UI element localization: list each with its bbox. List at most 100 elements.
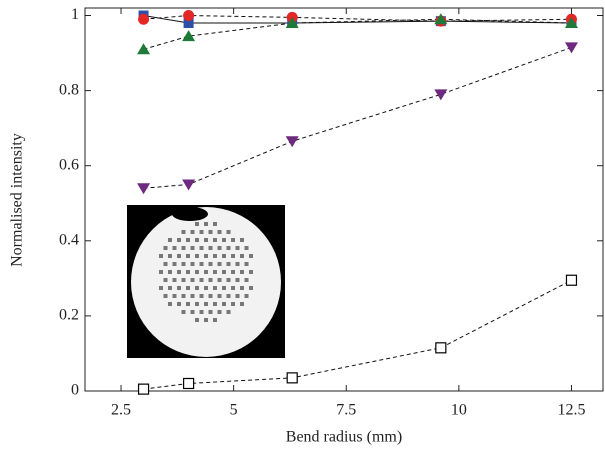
- marker: [183, 377, 195, 390]
- hole: [172, 262, 177, 266]
- series-line: [143, 18, 572, 50]
- hole: [213, 254, 217, 258]
- hole: [222, 270, 226, 274]
- hole: [240, 302, 244, 306]
- hole: [159, 254, 163, 258]
- x-axis-label: Bend radius (mm): [286, 429, 402, 446]
- marker: [434, 89, 448, 101]
- hole: [208, 262, 213, 266]
- hole: [204, 302, 208, 306]
- hole: [177, 254, 181, 258]
- hole: [199, 310, 204, 314]
- hole: [231, 302, 235, 306]
- hole: [190, 262, 195, 266]
- hole: [244, 246, 249, 250]
- marker: [183, 18, 194, 29]
- hole: [235, 294, 240, 298]
- x-tick-label: 12.5: [557, 402, 585, 419]
- marker: [285, 136, 299, 148]
- hole: [177, 270, 181, 274]
- marker: [182, 30, 196, 42]
- hole: [168, 302, 172, 306]
- hole: [222, 302, 226, 306]
- hole: [186, 286, 190, 290]
- y-tick-label: 1: [71, 6, 79, 23]
- hole: [181, 310, 186, 314]
- hole: [208, 294, 213, 298]
- hole: [249, 270, 253, 274]
- hole: [240, 254, 244, 258]
- marker: [565, 274, 578, 286]
- hole: [208, 230, 213, 234]
- marker: [286, 372, 298, 384]
- hole: [240, 286, 244, 290]
- hole: [226, 262, 231, 266]
- hole: [181, 230, 186, 234]
- marker: [434, 13, 448, 25]
- hole: [159, 270, 163, 274]
- hole: [208, 310, 213, 314]
- hole: [190, 246, 195, 250]
- hole: [235, 262, 240, 266]
- hole: [240, 270, 244, 274]
- hole: [249, 286, 253, 290]
- hole: [222, 254, 226, 258]
- hole: [195, 222, 199, 226]
- hole: [217, 262, 222, 266]
- inset-image: [127, 205, 285, 358]
- hole: [186, 254, 190, 258]
- x-tick-label: 5: [230, 402, 238, 419]
- marker: [435, 342, 447, 354]
- hole: [222, 286, 226, 290]
- y-tick-label: 0.8: [59, 81, 79, 98]
- hole: [217, 310, 222, 314]
- hole: [244, 262, 249, 266]
- y-tick-label: 0.6: [59, 156, 79, 173]
- marker: [183, 10, 195, 22]
- hole: [231, 286, 235, 290]
- hole: [168, 270, 172, 274]
- hole: [199, 262, 204, 266]
- hole: [204, 286, 208, 290]
- hole: [199, 294, 204, 298]
- hole: [190, 310, 195, 314]
- hole: [199, 278, 204, 282]
- marker: [285, 17, 299, 29]
- hole: [195, 318, 199, 322]
- y-tick-label: 0: [71, 382, 79, 399]
- hole: [235, 278, 240, 282]
- hole: [204, 318, 208, 322]
- hole: [213, 238, 217, 242]
- hole: [186, 302, 190, 306]
- marker: [564, 42, 578, 54]
- hole: [226, 294, 231, 298]
- hole: [195, 270, 199, 274]
- hole: [172, 278, 177, 282]
- hole: [181, 246, 186, 250]
- plot-frame: [84, 7, 604, 392]
- hole: [213, 286, 217, 290]
- y-tick-label: 0.2: [59, 307, 79, 324]
- hole: [213, 318, 217, 322]
- hole: [177, 286, 181, 290]
- hole: [226, 310, 231, 314]
- hole: [208, 278, 213, 282]
- y-tick-label: 0.4: [59, 231, 79, 248]
- hole: [231, 238, 235, 242]
- hole: [226, 278, 231, 282]
- x-tick-label: 10: [451, 402, 467, 419]
- hole: [217, 278, 222, 282]
- hole: [159, 286, 163, 290]
- hole: [231, 254, 235, 258]
- hole: [244, 294, 249, 298]
- hole: [204, 222, 208, 226]
- x-tick-label: 2.5: [111, 402, 131, 419]
- hole: [249, 254, 253, 258]
- hole: [168, 286, 172, 290]
- hole: [186, 238, 190, 242]
- hole: [172, 246, 177, 250]
- hole: [168, 238, 172, 242]
- series-line: [143, 15, 572, 24]
- hole: [177, 238, 181, 242]
